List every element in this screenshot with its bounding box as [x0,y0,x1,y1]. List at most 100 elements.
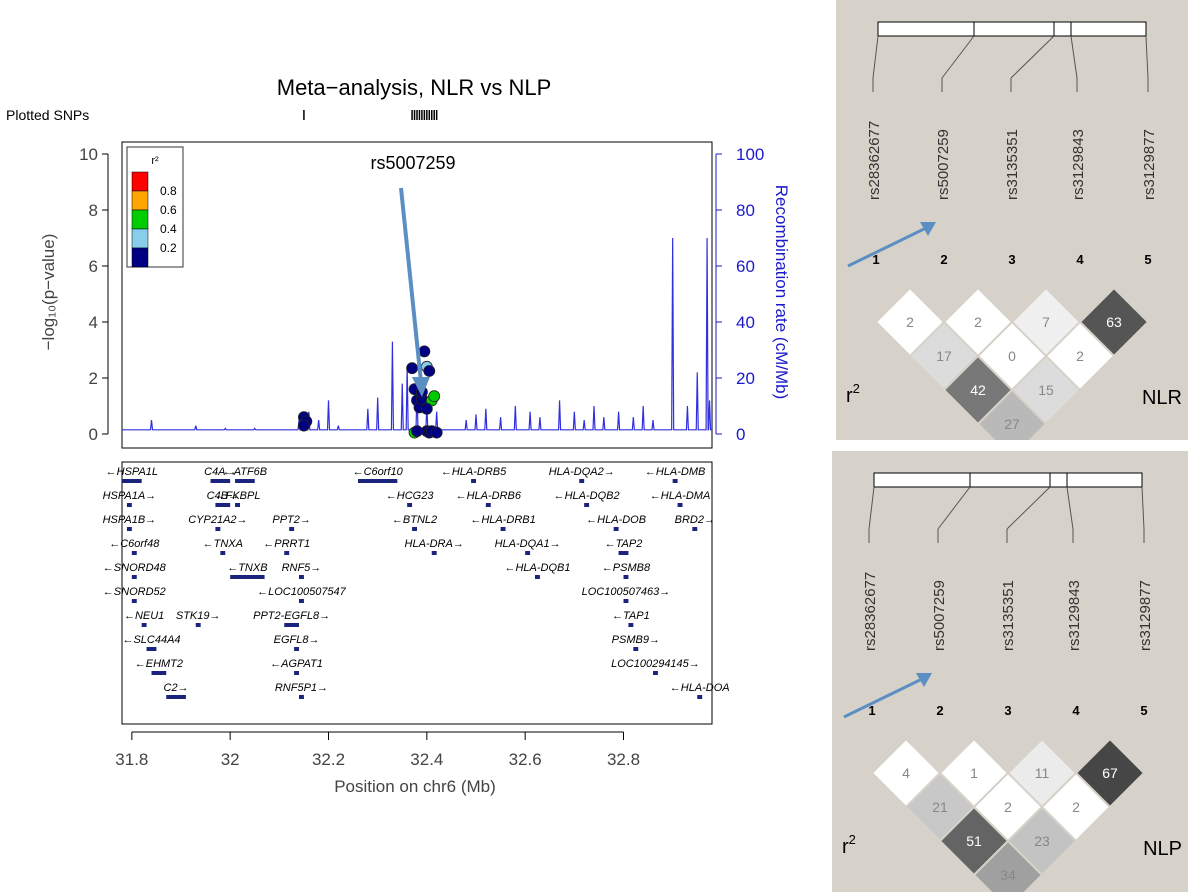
gene-label: HSPA1B→ [103,514,157,526]
gene-bar [431,551,437,555]
y2-tick-label: 60 [736,257,755,276]
ld-r2-label: r2 [846,381,860,407]
gene-bar [623,575,629,579]
gene-bar [215,527,221,531]
gene-label: ←PSMB8 [602,562,651,574]
gene-bar [407,503,413,507]
gene-label: ←FKBPL [215,490,261,502]
ld-snp-label: rs3135351 [1000,580,1017,651]
ld-connector [1070,35,1078,79]
gene-label: ←AGPAT1 [270,658,323,670]
gene-track-frame [121,461,713,725]
gene-bar [672,479,678,483]
ld-cell-value: 0 [1008,348,1016,364]
ld-block-bar [877,21,1147,37]
locuszoom-plot: Meta−analysis, NLR vs NLP Plotted SNPs 0 2 4… [6,75,791,796]
x-tick-label: 32.6 [509,750,542,769]
ld-heatmap-nlp: rs28362677 rs5007259 rs3135351 rs3129843 rs3… [842,472,1182,892]
ld-cell-value: 7 [1042,314,1050,330]
gene-label: CYP21A2→ [188,514,247,526]
gene-label: ←NEU1 [124,610,164,622]
gene-bar [131,575,137,579]
gene-bar [131,599,137,603]
gene-bar [126,503,132,507]
ld-cell [972,839,1044,892]
gene-label: ←HLA-DOB [586,514,646,526]
gene-label: C4B→ [207,490,239,502]
y-tick-label: 6 [89,257,98,276]
legend-label: 0.4 [160,222,177,236]
ld-snp-label: rs28362677 [866,121,883,200]
gene-bar [677,503,683,507]
y-axis-label: −log₁₀(p−value) [39,234,58,351]
gene-bar [289,527,295,531]
gene-bar [210,479,231,483]
gene-label: PSMB9→ [612,634,660,646]
ld-cell-value: 63 [1106,314,1122,330]
ld-cell-value: 23 [1034,833,1050,849]
legend-swatch [131,228,149,249]
gene-label: ←PRRT1 [263,538,310,550]
ld-cell-value: 17 [936,348,952,364]
gene-label: ←SNORD48 [103,562,167,574]
gene-bar [697,695,703,699]
recombination-rate-line [122,237,712,431]
plotted-snps-label: Plotted SNPs [6,107,89,123]
ld-snp-number: 3 [1004,703,1011,718]
y2-tick-label: 40 [736,313,755,332]
ld-r2-label: r2 [842,832,856,858]
gene-label: ←C6orf48 [109,538,160,550]
gene-label: PPT2-EGFL8→ [253,610,330,622]
gene-label: C4A→ [204,466,236,478]
ld-cell-value: 1 [970,765,978,781]
ld-connector [872,35,879,79]
ld-cell-value: 21 [932,799,948,815]
gene-label: ←HLA-DOA [670,682,730,694]
y2-tick-label: 20 [736,369,755,388]
ld-snp-number: 1 [868,703,875,718]
gene-bar [623,599,629,603]
legend-title: r² [151,155,159,167]
legend-label: 0.2 [160,241,177,255]
ld-snp-number: 4 [1076,252,1084,267]
gene-label: ←HCG23 [386,490,435,502]
ld-connector [1145,35,1149,79]
ld-snp-number: 5 [1140,703,1147,718]
gene-bar [500,527,506,531]
gene-bar [485,503,491,507]
gene-label: ←TNXB [227,562,267,574]
gene-label: ←C6orf10 [353,466,404,478]
gene-label: ←HLA-DRB5 [441,466,507,478]
gene-bar [294,671,299,675]
ld-block-bar [873,472,1143,488]
gene-bar [412,527,417,531]
ld-arrow-head [920,222,936,236]
gene-bar [471,479,476,483]
gene-label: EGFL8→ [274,634,320,646]
gene-label: LOC100507463→ [582,586,671,598]
x-tick-label: 32.8 [607,750,640,769]
gene-bar [579,479,585,483]
y-tick-label: 8 [89,201,98,220]
gene-bar [122,479,142,483]
ld-r2-superscript: 2 [849,832,856,847]
gene-bar [220,551,226,555]
legend-label: 0.6 [160,203,177,217]
ld-cell-value: 15 [1038,382,1054,398]
y-tick-label: 10 [79,145,98,164]
gene-label: BRD2→ [675,514,715,526]
gene-bar [151,671,167,675]
ld-panel-nlp: rs28362677 rs5007259 rs3135351 rs3129843 rs3… [832,451,1188,892]
ld-cell-value: 11 [1035,765,1050,781]
ld-connector [1010,35,1055,79]
snp-point [420,402,433,415]
y-tick-label: 0 [89,425,98,444]
legend-label: 0.8 [160,184,177,198]
snp-point [411,425,423,438]
ld-r2-superscript: 2 [853,381,860,396]
ld-cell-value: 2 [906,314,914,330]
gene-bar [628,623,634,627]
gene-label: HLA-DRA→ [405,538,464,550]
gene-bar [235,503,240,507]
ld-cell-value: 2 [974,314,982,330]
